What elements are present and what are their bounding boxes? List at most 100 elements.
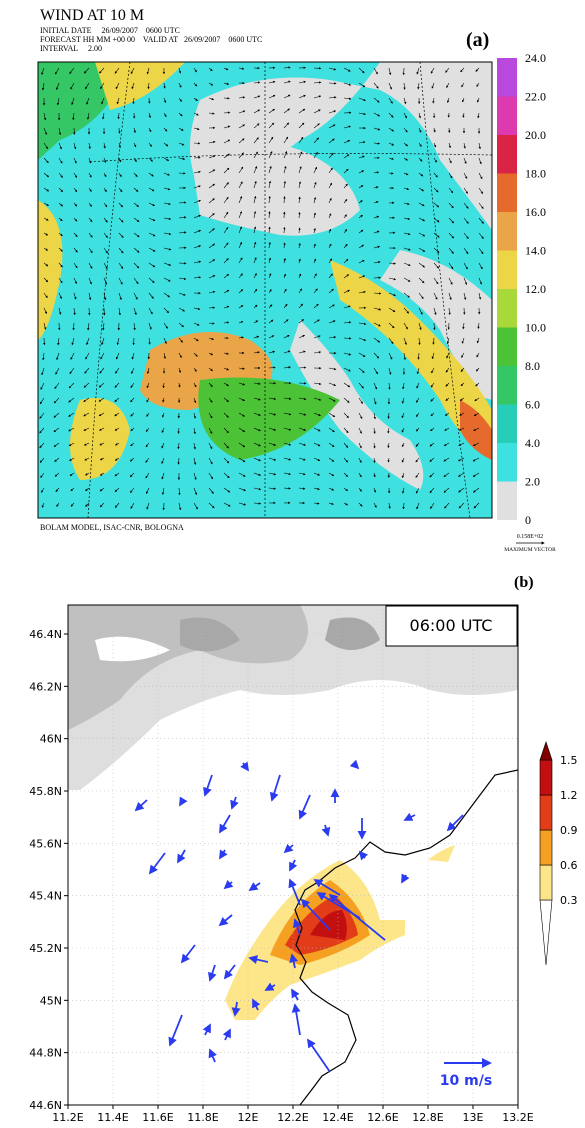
wind-arrow bbox=[53, 412, 60, 418]
wind-arrow bbox=[161, 442, 165, 449]
wind-arrow bbox=[358, 275, 366, 279]
wind-arrow bbox=[443, 487, 450, 493]
wind-arrow bbox=[388, 277, 397, 281]
wind-arrow bbox=[298, 196, 301, 204]
wind-arrow bbox=[178, 502, 182, 511]
wind-arrow bbox=[478, 172, 483, 180]
wind-arrow bbox=[431, 367, 435, 374]
wind-arrow bbox=[298, 108, 306, 114]
wind-arrow bbox=[343, 183, 348, 189]
wind-arrow bbox=[373, 397, 377, 405]
wind-arrow bbox=[43, 307, 47, 315]
wind-arrow bbox=[208, 367, 213, 372]
wind-arrow bbox=[103, 217, 108, 223]
wind-arrow bbox=[148, 337, 151, 345]
wind-arrow bbox=[223, 211, 229, 219]
wind-arrow bbox=[268, 319, 274, 324]
wind-arrow bbox=[238, 502, 247, 506]
wind-arrow bbox=[343, 168, 349, 174]
land bbox=[380, 250, 492, 400]
wind-arrow bbox=[388, 112, 394, 118]
wind-arrow bbox=[193, 367, 197, 372]
wind-arrow bbox=[268, 257, 271, 264]
x-tick-label: 11.4E bbox=[97, 1111, 128, 1124]
wind-arrow bbox=[387, 457, 390, 463]
wind-arrow bbox=[358, 322, 367, 325]
wind-arrow bbox=[238, 397, 246, 401]
wind-arrow bbox=[85, 352, 90, 360]
wind-arrow bbox=[328, 412, 336, 418]
x-tick-label: 11.2E bbox=[52, 1111, 83, 1124]
wind-arrow bbox=[343, 67, 351, 72]
wind-arrow bbox=[223, 427, 229, 434]
wind-arrow bbox=[298, 412, 307, 416]
wind-arrow bbox=[316, 892, 361, 919]
wind-arrow bbox=[328, 367, 337, 371]
wind-arrow bbox=[114, 412, 120, 417]
wind-arrow bbox=[100, 352, 105, 360]
wind-arrow bbox=[328, 442, 335, 448]
wind-arrow bbox=[343, 258, 349, 264]
wind-arrow bbox=[416, 67, 420, 75]
wind-arrow bbox=[373, 215, 380, 219]
grid bbox=[68, 605, 518, 1105]
wind-arrow bbox=[328, 397, 336, 402]
x-tick-label: 12.4E bbox=[322, 1111, 353, 1124]
wind-arrow bbox=[328, 457, 335, 462]
wind-arrow bbox=[223, 242, 229, 249]
wind-arrow bbox=[388, 97, 393, 104]
wind-arrow bbox=[163, 292, 170, 298]
wind-arrow bbox=[55, 487, 60, 492]
wind-arrow bbox=[418, 187, 425, 192]
wind-arrow bbox=[283, 319, 289, 324]
wind-arrow bbox=[358, 850, 369, 861]
colorbar-segment bbox=[497, 173, 517, 212]
wind-arrow bbox=[39, 457, 45, 463]
y-tick-label: 45.2N bbox=[29, 942, 62, 955]
wind-arrow bbox=[253, 211, 257, 219]
wind-arrow bbox=[343, 125, 351, 129]
wind-arrow bbox=[193, 127, 200, 131]
wind-arrow bbox=[313, 397, 322, 401]
wind-arrow bbox=[208, 397, 213, 403]
wind-arrow bbox=[208, 427, 213, 434]
wind-arrow bbox=[430, 412, 435, 417]
wind-arrow bbox=[208, 382, 213, 388]
colorbar-segment bbox=[497, 481, 517, 520]
wind-arrow bbox=[161, 412, 165, 418]
wind-arrow bbox=[328, 304, 335, 309]
colorbar-tick-label: 0 bbox=[525, 513, 531, 527]
wind-arrow bbox=[358, 367, 365, 373]
colorbar-segment bbox=[497, 366, 517, 405]
wind-arrow bbox=[283, 487, 291, 490]
wind-arrow bbox=[472, 442, 480, 446]
wind-arrow bbox=[223, 879, 234, 890]
wind-arrow bbox=[248, 955, 269, 964]
wind-arrow bbox=[463, 232, 469, 239]
wind-arrow bbox=[223, 412, 229, 418]
wind-arrow bbox=[349, 759, 360, 770]
wind-arrow bbox=[313, 197, 317, 204]
wind-arrow bbox=[433, 202, 440, 208]
wind-arrow bbox=[223, 321, 230, 324]
wind-arrow bbox=[373, 171, 380, 174]
panel-a-line: FORECAST HH MM +00 00 VALID AT 26/09/200… bbox=[40, 35, 262, 44]
wind-arrow bbox=[313, 288, 318, 294]
wind-arrow bbox=[358, 337, 367, 341]
wind-arrow bbox=[88, 217, 93, 223]
colorbar-tick-label: 1.2 bbox=[560, 789, 578, 802]
wind-arrow bbox=[223, 382, 230, 387]
wind-arrow bbox=[313, 212, 316, 219]
wind-arrow bbox=[253, 412, 261, 416]
wind-arrow bbox=[373, 502, 377, 508]
wind-arrow bbox=[133, 262, 140, 269]
wind-arrow bbox=[478, 187, 484, 195]
wind-arrow bbox=[283, 94, 291, 99]
wind-arrow bbox=[163, 277, 171, 282]
wind-arrow bbox=[43, 172, 50, 178]
wind-arrow bbox=[130, 502, 135, 509]
wind-arrow bbox=[193, 307, 201, 311]
wind-arrow bbox=[208, 275, 216, 279]
wind-arrow bbox=[403, 217, 411, 221]
wind-arrow bbox=[148, 292, 154, 299]
